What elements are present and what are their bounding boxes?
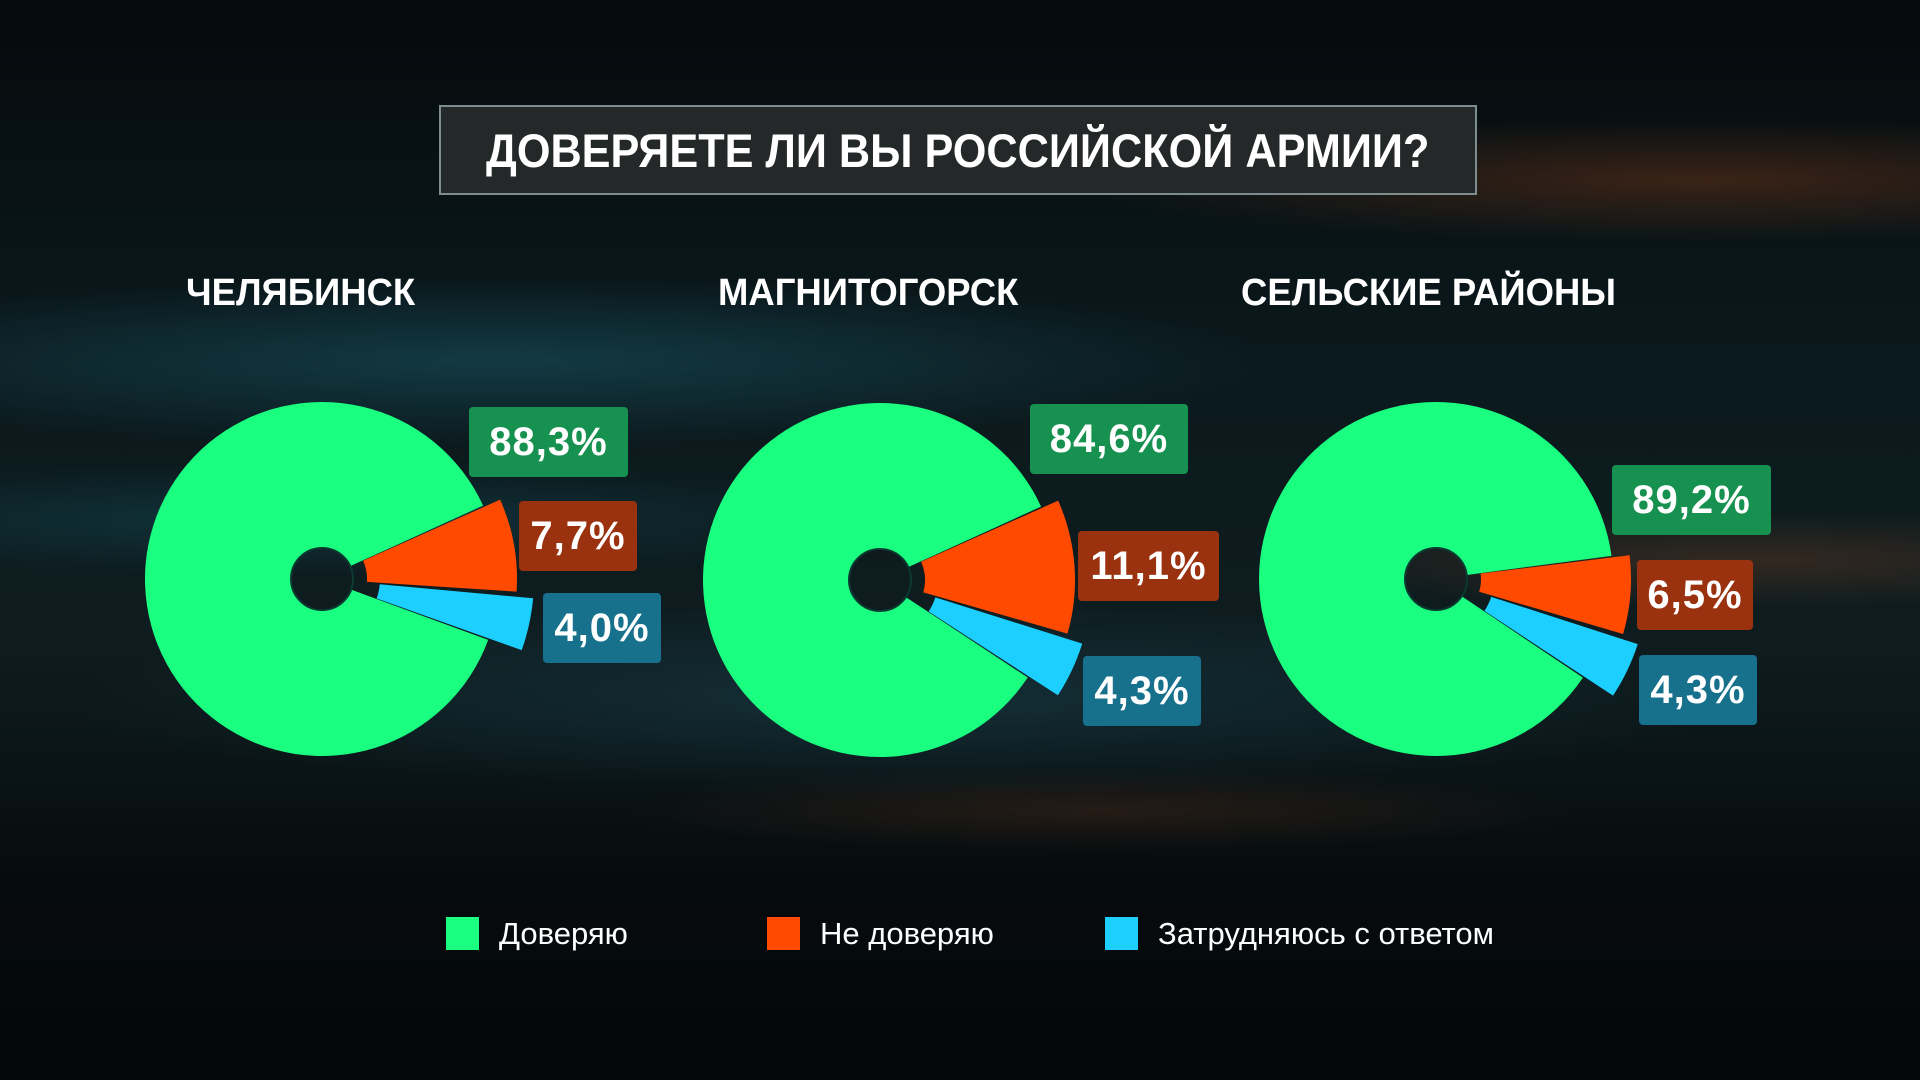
legend-swatch-distrust xyxy=(767,917,800,950)
pie-slice-unsure xyxy=(928,597,1083,696)
pie-slice-unsure xyxy=(1484,596,1638,696)
pie-chart-rural xyxy=(1259,402,1638,757)
value-label-distrust: 6,5% xyxy=(1637,560,1753,630)
value-label-unsure: 4,3% xyxy=(1639,655,1757,725)
chart-title: ДОВЕРЯЕТЕ ЛИ ВЫ РОССИЙСКОЙ АРМИИ? xyxy=(486,123,1430,177)
legend-label: Затрудняюсь с ответом xyxy=(1158,915,1494,951)
chart-title-box: ДОВЕРЯЕТЕ ЛИ ВЫ РОССИЙСКОЙ АРМИИ? xyxy=(439,105,1477,195)
value-label-trust: 89,2% xyxy=(1612,465,1771,535)
region-title-chelyabinsk: ЧЕЛЯБИНСК xyxy=(186,272,416,314)
value-label-trust: 84,6% xyxy=(1030,404,1188,474)
region-title-magnitogorsk: МАГНИТОГОРСК xyxy=(718,272,1019,314)
pie-chart-magnitogorsk xyxy=(703,403,1083,758)
legend-label: Доверяю xyxy=(499,915,628,951)
pie-slice-trust xyxy=(703,403,1042,758)
value-label-distrust: 11,1% xyxy=(1078,531,1219,601)
pie-chart-chelyabinsk xyxy=(144,401,534,757)
pie-hole xyxy=(848,548,912,612)
legend-label: Не доверяю xyxy=(820,915,994,951)
legend-item-trust: Доверяю xyxy=(446,915,628,951)
pie-slice-distrust xyxy=(363,499,517,592)
legend-item-distrust: Не доверяю xyxy=(767,915,994,951)
pie-slice-trust xyxy=(1259,402,1612,757)
legend-swatch-unsure xyxy=(1105,917,1138,950)
pie-hole xyxy=(1404,547,1468,611)
legend-swatch-trust xyxy=(446,917,479,950)
pie-slice-unsure xyxy=(376,584,534,651)
pie-slice-distrust xyxy=(921,500,1076,634)
region-title-rural: СЕЛЬСКИЕ РАЙОНЫ xyxy=(1241,272,1617,314)
value-label-trust: 88,3% xyxy=(469,407,628,477)
legend-item-unsure: Затрудняюсь с ответом xyxy=(1105,915,1494,951)
value-label-distrust: 7,7% xyxy=(519,501,637,571)
pie-slice-trust xyxy=(144,401,489,757)
pie-slice-distrust xyxy=(1479,555,1631,635)
value-label-unsure: 4,3% xyxy=(1083,656,1201,726)
pie-hole xyxy=(290,547,354,611)
value-label-unsure: 4,0% xyxy=(543,593,661,663)
